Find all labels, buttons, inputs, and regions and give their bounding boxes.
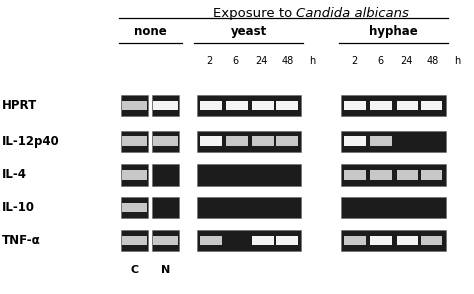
Bar — [152, 197, 179, 218]
Bar — [121, 131, 148, 152]
Text: HPRT: HPRT — [2, 99, 37, 112]
Text: Exposure to: Exposure to — [213, 7, 296, 20]
Text: none: none — [134, 25, 166, 38]
Bar — [420, 170, 442, 180]
Text: TNF-α: TNF-α — [2, 234, 41, 247]
Text: IL-10: IL-10 — [2, 201, 36, 214]
Bar — [122, 235, 147, 245]
Bar — [152, 164, 179, 186]
Bar — [341, 131, 446, 152]
Bar — [397, 170, 419, 180]
Bar — [197, 230, 301, 251]
Text: IL-4: IL-4 — [2, 168, 27, 181]
Bar — [420, 235, 442, 245]
Bar — [153, 136, 178, 146]
Bar — [122, 101, 147, 111]
Bar — [397, 235, 419, 245]
Bar — [345, 170, 366, 180]
Text: 2: 2 — [207, 56, 213, 66]
Bar — [252, 136, 274, 146]
Text: C: C — [130, 265, 139, 275]
Bar — [252, 235, 274, 245]
Bar — [152, 95, 179, 116]
Bar — [371, 170, 392, 180]
Bar — [122, 136, 147, 146]
Text: 24: 24 — [400, 56, 413, 66]
Bar — [200, 136, 222, 146]
Bar — [341, 164, 446, 186]
Bar — [341, 197, 446, 218]
Text: Candida albicans: Candida albicans — [296, 7, 409, 20]
Bar — [121, 230, 148, 251]
Text: IL-12p40: IL-12p40 — [2, 135, 60, 148]
Bar — [197, 197, 301, 218]
Bar — [345, 101, 366, 111]
Bar — [276, 235, 298, 245]
Bar — [197, 131, 301, 152]
Text: 2: 2 — [351, 56, 357, 66]
Bar — [397, 101, 419, 111]
Bar — [152, 230, 179, 251]
Bar — [121, 164, 148, 186]
Bar — [197, 164, 301, 186]
Text: h: h — [310, 56, 316, 66]
Bar — [122, 203, 147, 212]
Bar — [122, 170, 147, 180]
Bar — [420, 101, 442, 111]
Bar — [121, 197, 148, 218]
Bar — [153, 101, 178, 111]
Bar — [226, 101, 248, 111]
Bar — [371, 101, 392, 111]
Text: hyphae: hyphae — [369, 25, 418, 38]
Bar — [226, 136, 248, 146]
Bar — [152, 131, 179, 152]
Text: 6: 6 — [377, 56, 383, 66]
Bar — [276, 101, 298, 111]
Bar — [197, 95, 301, 116]
Text: 6: 6 — [233, 56, 239, 66]
Text: h: h — [454, 56, 460, 66]
Text: 24: 24 — [255, 56, 268, 66]
Bar — [371, 136, 392, 146]
Bar — [341, 230, 446, 251]
Bar — [345, 235, 366, 245]
Bar — [200, 235, 222, 245]
Text: N: N — [161, 265, 170, 275]
Bar — [341, 95, 446, 116]
Bar — [200, 101, 222, 111]
Bar — [252, 101, 274, 111]
Bar — [153, 235, 178, 245]
Text: yeast: yeast — [231, 25, 267, 38]
Bar — [345, 136, 366, 146]
Text: 48: 48 — [427, 56, 438, 66]
Bar — [371, 235, 392, 245]
Bar — [121, 95, 148, 116]
Bar — [276, 136, 298, 146]
Text: 48: 48 — [282, 56, 294, 66]
